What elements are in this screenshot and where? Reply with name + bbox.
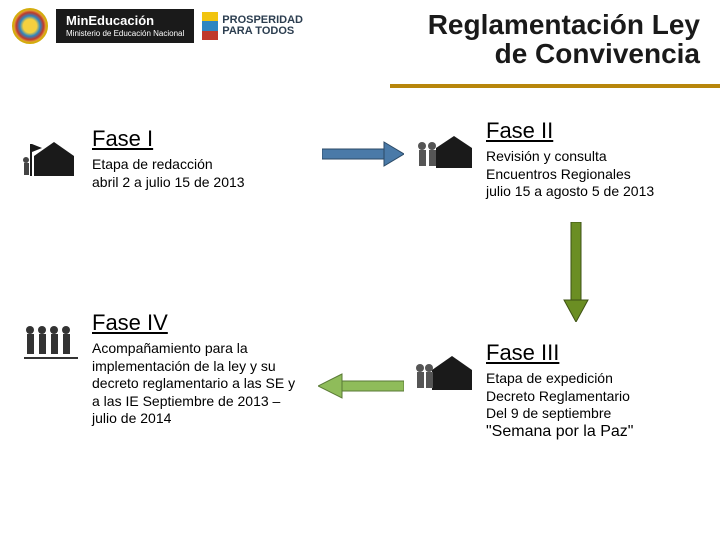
phase-3-highlight: "Semana por la Paz" xyxy=(486,423,633,441)
prosperity-text: PROSPERIDAD PARA TODOS xyxy=(222,15,303,37)
phase-3-desc2: Decreto Reglamentario xyxy=(486,388,633,406)
phase-2-icon xyxy=(414,118,476,174)
phase-4-icon xyxy=(20,310,82,366)
phase-2-desc3: julio 15 a agosto 5 de 2013 xyxy=(486,183,654,201)
phase-2-desc1: Revisión y consulta xyxy=(486,148,654,166)
page-title: Reglamentación Ley de Convivencia xyxy=(428,10,700,69)
phase-4-desc: Acompañamiento para la implementación de… xyxy=(92,340,302,428)
title-underline xyxy=(390,84,720,88)
phase-3-desc3: Del 9 de septiembre xyxy=(486,405,633,423)
arrow-2-to-3 xyxy=(562,222,590,322)
ministry-subtitle: Ministerio de Educación Nacional xyxy=(66,29,184,39)
coat-of-arms-icon xyxy=(12,8,48,44)
phase-4: Fase IV Acompañamiento para la implement… xyxy=(20,310,340,428)
ministry-brand: MinEducación xyxy=(66,13,184,29)
phase-1-desc1: Etapa de redacción xyxy=(92,156,245,174)
phase-2-desc2: Encuentros Regionales xyxy=(486,166,654,184)
phase-4-title: Fase IV xyxy=(92,310,302,336)
phase-2-title: Fase II xyxy=(486,118,654,144)
phase-3-icon xyxy=(414,340,476,396)
phase-2: Fase II Revisión y consulta Encuentros R… xyxy=(414,118,714,201)
phase-1: Fase I Etapa de redacción abril 2 a juli… xyxy=(20,126,330,191)
arrow-1-to-2 xyxy=(322,140,404,168)
phase-3-desc1: Etapa de expedición xyxy=(486,370,633,388)
phase-3-title: Fase III xyxy=(486,340,633,366)
flag-icon xyxy=(202,12,218,40)
phase-1-desc2: abril 2 a julio 15 de 2013 xyxy=(92,174,245,192)
prosperity-logo: PROSPERIDAD PARA TODOS xyxy=(202,12,303,40)
phase-1-icon xyxy=(20,126,82,182)
phase-1-title: Fase I xyxy=(92,126,245,152)
ministry-logo: MinEducación Ministerio de Educación Nac… xyxy=(56,9,194,42)
phase-3: Fase III Etapa de expedición Decreto Reg… xyxy=(414,340,714,441)
